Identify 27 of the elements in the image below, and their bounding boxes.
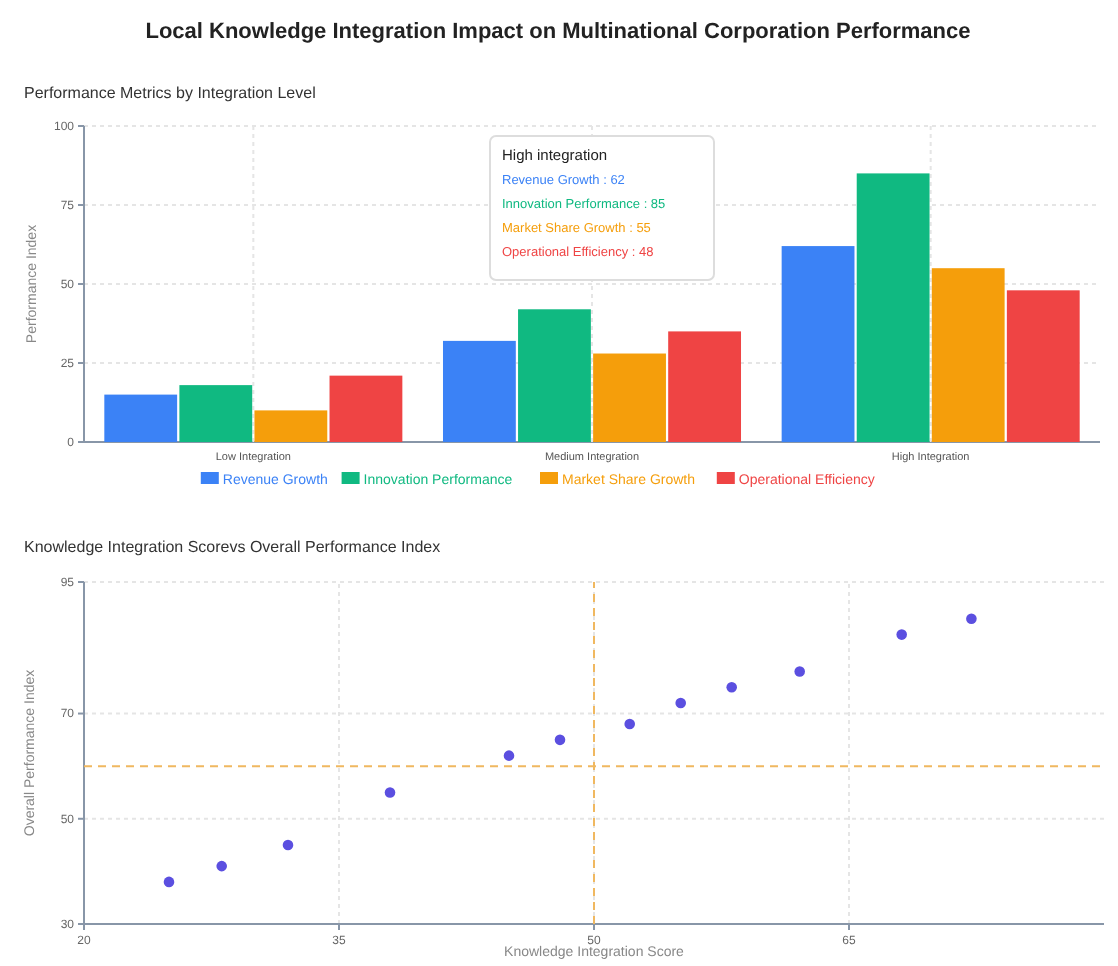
point [896,629,907,640]
point [966,613,977,625]
chart-title: Local Knowledge Integration Impact on Multinational Corporation Performance [145,20,971,44]
point [384,787,396,798]
point [503,750,515,761]
bar [1006,290,1080,442]
bar [856,173,930,442]
bar [518,309,591,442]
point [216,860,227,872]
bar [442,340,516,442]
bar [104,394,178,442]
point [726,681,737,693]
bar [329,375,403,442]
point [554,734,566,746]
bar [781,246,855,442]
bar [254,410,328,442]
point [624,718,635,730]
bar [668,331,742,442]
point [163,876,175,888]
bar [179,385,253,442]
chart-subtitle: Performance Metrics by Integration Level [24,84,317,102]
point [675,697,686,709]
chart-title: Knowledge Integration Scorevs Overall Performance Index [24,538,441,556]
point [282,839,294,851]
point [794,666,805,677]
bar [593,353,666,442]
bar [931,268,1005,442]
